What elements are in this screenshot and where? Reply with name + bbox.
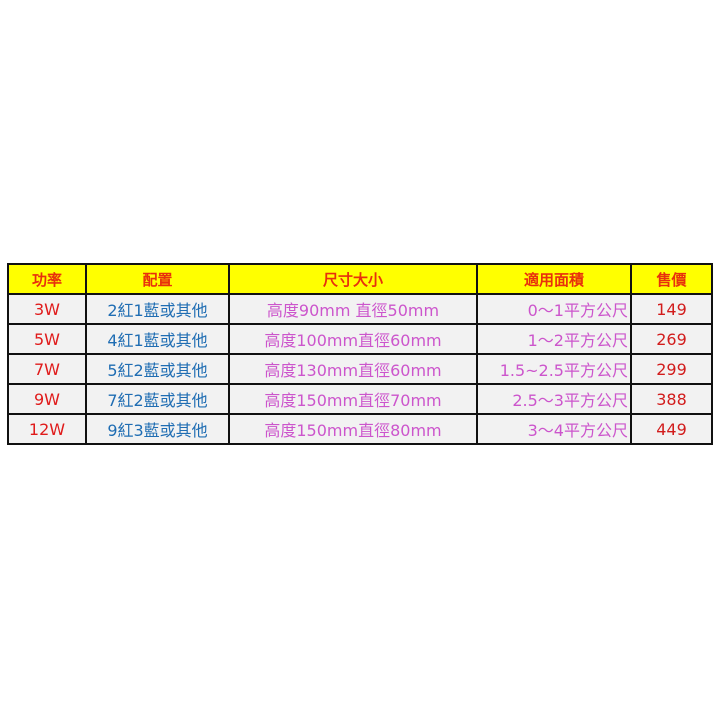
cell-config: 9紅3藍或其他	[85, 413, 230, 445]
cell-size: 高度150mm直徑80mm	[228, 413, 478, 445]
price-table: 功率 配置 尺寸大小 適用面積 售價 3W 2紅1藍或其他 高度90mm 直徑50m…	[7, 263, 713, 445]
cell-area: 2.5～3平方公尺	[476, 383, 632, 415]
cell-power: 9W	[7, 383, 87, 415]
header-row: 功率 配置 尺寸大小 適用面積 售價	[7, 263, 713, 295]
table-row: 9W 7紅2藍或其他 高度150mm直徑70mm 2.5～3平方公尺 388	[7, 383, 713, 415]
cell-area: 1.5~2.5平方公尺	[476, 353, 632, 385]
table-row: 5W 4紅1藍或其他 高度100mm直徑60mm 1～2平方公尺 269	[7, 323, 713, 355]
table-row: 7W 5紅2藍或其他 高度130mm直徑60mm 1.5~2.5平方公尺 299	[7, 353, 713, 385]
header-price: 售價	[630, 263, 713, 295]
cell-power: 3W	[7, 293, 87, 325]
cell-power: 12W	[7, 413, 87, 445]
cell-price: 269	[630, 323, 713, 355]
cell-size: 高度150mm直徑70mm	[228, 383, 478, 415]
cell-config: 4紅1藍或其他	[85, 323, 230, 355]
header-area: 適用面積	[476, 263, 632, 295]
cell-size: 高度90mm 直徑50mm	[228, 293, 478, 325]
cell-size: 高度130mm直徑60mm	[228, 353, 478, 385]
cell-config: 5紅2藍或其他	[85, 353, 230, 385]
cell-config: 7紅2藍或其他	[85, 383, 230, 415]
cell-area: 1～2平方公尺	[476, 323, 632, 355]
table-row: 12W 9紅3藍或其他 高度150mm直徑80mm 3～4平方公尺 449	[7, 413, 713, 445]
header-config: 配置	[85, 263, 230, 295]
cell-power: 5W	[7, 323, 87, 355]
cell-power: 7W	[7, 353, 87, 385]
cell-area: 3～4平方公尺	[476, 413, 632, 445]
cell-price: 299	[630, 353, 713, 385]
header-power: 功率	[7, 263, 87, 295]
cell-size: 高度100mm直徑60mm	[228, 323, 478, 355]
cell-price: 149	[630, 293, 713, 325]
cell-config: 2紅1藍或其他	[85, 293, 230, 325]
table-row: 3W 2紅1藍或其他 高度90mm 直徑50mm 0～1平方公尺 149	[7, 293, 713, 325]
cell-price: 449	[630, 413, 713, 445]
cell-area: 0～1平方公尺	[476, 293, 632, 325]
cell-price: 388	[630, 383, 713, 415]
header-size: 尺寸大小	[228, 263, 478, 295]
